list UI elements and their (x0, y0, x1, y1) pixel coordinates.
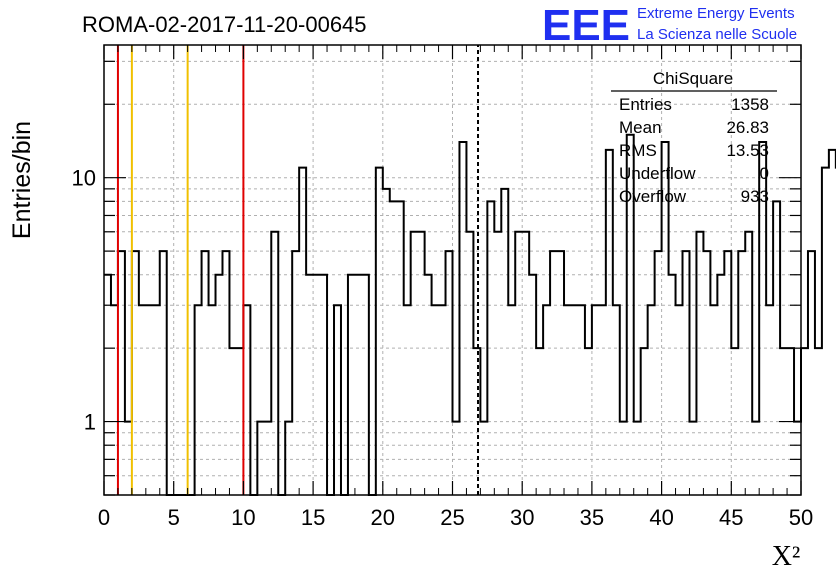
axis-tick-labels: 0 5 10 15 20 25 30 35 40 45 50 1 10 (72, 166, 814, 530)
stats-value-mean: 26.83 (726, 118, 769, 137)
x-tick-label: 0 (98, 505, 110, 530)
stats-label-entries: Entries (619, 95, 672, 114)
x-tick-label: 35 (580, 505, 604, 530)
x-tick-label: 45 (719, 505, 743, 530)
stats-label-underflow: Underflow (619, 164, 696, 183)
logo-line-2: La Scienza nelle Scuole (637, 26, 797, 43)
x-tick-label: 25 (440, 505, 464, 530)
x-tick-label: 15 (301, 505, 325, 530)
histogram-bars (104, 133, 836, 496)
x-tick-label: 5 (168, 505, 180, 530)
logo-line-1: Extreme Energy Events (637, 5, 795, 22)
eee-logo: EEE Extreme Energy Events La Scienza nel… (542, 1, 797, 50)
reference-lines (116, 45, 480, 495)
y-tick-label: 10 (72, 166, 96, 191)
chart-title: ROMA-02-2017-11-20-00645 (82, 12, 367, 37)
y-axis-label: Entries/bin (8, 121, 36, 239)
x-tick-label: 40 (649, 505, 673, 530)
y-tick-label: 1 (84, 410, 96, 435)
x-axis-label: X² (772, 541, 801, 572)
x-tick-label: 30 (510, 505, 534, 530)
stats-box-title: ChiSquare (653, 69, 733, 88)
logo-mark: EEE (542, 1, 630, 50)
stats-value-overflow: 933 (741, 187, 769, 206)
stats-box: ChiSquare Entries 1358 Mean 26.83 RMS 13… (611, 69, 777, 206)
x-tick-label: 50 (789, 505, 813, 530)
stats-value-entries: 1358 (731, 95, 769, 114)
stats-label-rms: RMS (619, 141, 657, 160)
stats-value-underflow: 0 (760, 164, 769, 183)
stats-value-rms: 13.53 (726, 141, 769, 160)
stats-label-mean: Mean (619, 118, 662, 137)
x-tick-label: 10 (231, 505, 255, 530)
x-tick-label: 20 (371, 505, 395, 530)
stats-label-overflow: Overflow (619, 187, 687, 206)
axis-ticks (103, 45, 802, 496)
histogram-outline (104, 133, 836, 496)
